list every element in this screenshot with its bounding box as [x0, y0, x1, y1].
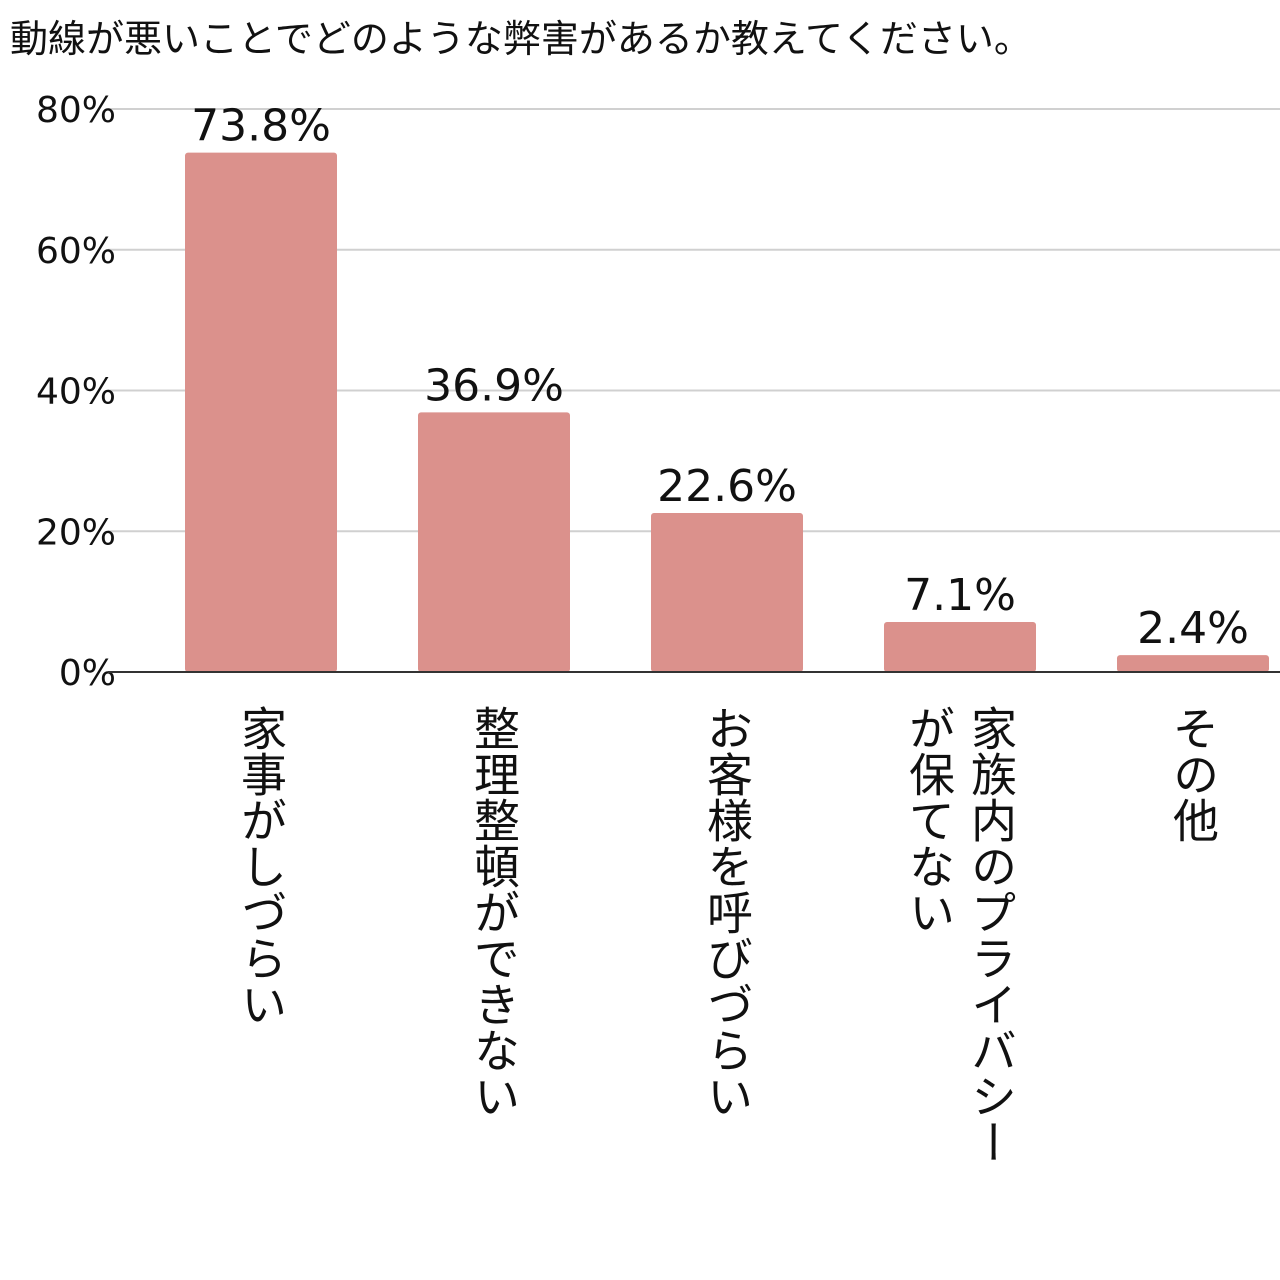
y-tick-label: 40%	[36, 372, 116, 413]
y-tick-label: 80%	[36, 90, 116, 131]
category-label: 家事がしづらい	[234, 705, 288, 1027]
data-label: 7.1%	[904, 570, 1016, 621]
data-label: 2.4%	[1137, 603, 1249, 654]
category-label: 家族内のプライバシー	[964, 705, 1018, 1165]
y-tick-label: 20%	[36, 512, 116, 553]
category-label: その他	[1166, 705, 1220, 843]
category-label: 整理整頓ができない	[467, 705, 521, 1119]
bar	[651, 512, 803, 672]
category-labels: 家事がしづらい 整理整頓ができない お客様を呼びづらい 家族内のプライバシーが保てない…	[234, 705, 1220, 1165]
y-tick-label: 60%	[36, 231, 116, 272]
bar	[884, 622, 1036, 672]
data-label: 36.9%	[424, 360, 564, 411]
bars	[185, 152, 1269, 672]
category-label: お客様を呼びづらい	[700, 705, 754, 1119]
chart-title: 動線が悪いことでどのような弊害があるか教えてください。	[10, 17, 1032, 61]
bar	[185, 152, 337, 672]
category-label: が保てない	[902, 705, 956, 935]
data-label: 22.6%	[657, 461, 797, 512]
y-tick-label: 0%	[59, 653, 116, 694]
bar	[418, 412, 570, 672]
bar	[1117, 655, 1269, 672]
y-axis-ticks: 0% 20% 40% 60% 80%	[36, 90, 116, 694]
data-labels: 73.8% 36.9% 22.6% 7.1% 2.4%	[191, 101, 1249, 654]
data-label: 73.8%	[191, 101, 331, 152]
